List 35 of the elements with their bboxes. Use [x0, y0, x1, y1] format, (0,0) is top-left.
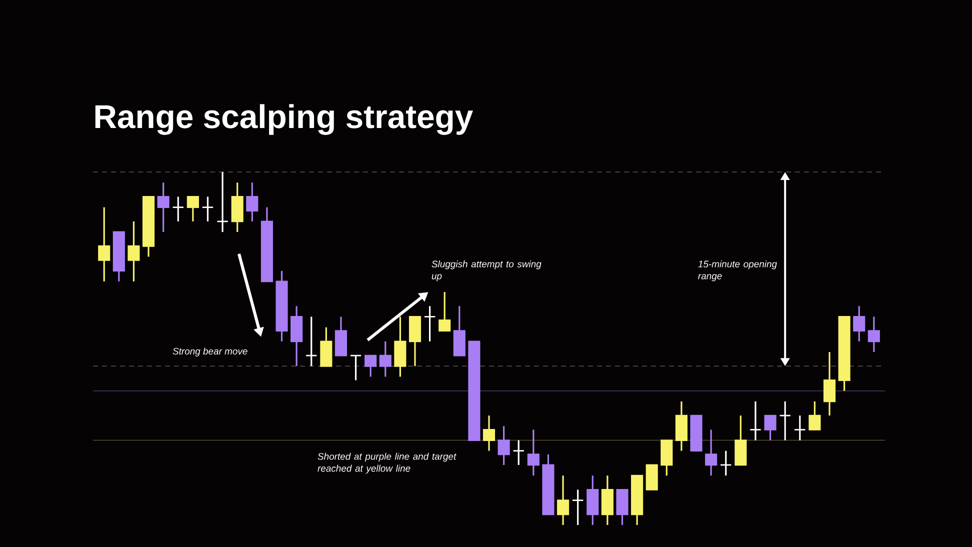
candlestick: [779, 400, 792, 442]
candlestick: [512, 439, 525, 466]
chart-title: Range scalping strategy: [95, 104, 474, 135]
candlestick: [853, 305, 866, 342]
candlestick: [350, 354, 362, 382]
candlestick: [246, 182, 258, 222]
candlestick: [764, 414, 776, 442]
candlestick: [527, 428, 540, 476]
candlestick: [823, 351, 836, 416]
candlestick: [216, 171, 229, 233]
candlestick: [572, 488, 584, 526]
annotation: Strong bear move: [172, 348, 248, 356]
candlestick: [305, 316, 318, 367]
candlestick: [482, 414, 496, 452]
candlestick: [705, 428, 718, 476]
candlestick: [794, 414, 806, 442]
candlestick: [379, 340, 392, 378]
candlestick: [498, 425, 510, 466]
candlestick: [808, 400, 821, 430]
candlestick: [202, 196, 214, 222]
annotation: Shorted at purple line and target reached at yellow line: [318, 452, 456, 474]
candlestick: [128, 220, 140, 282]
candlestick: [157, 182, 170, 233]
candlestick: [438, 291, 451, 332]
candlestick: [98, 206, 110, 282]
annotation: Sluggish attempt to swing up: [432, 260, 542, 282]
candlestick: [186, 196, 199, 222]
candlestick: [364, 354, 377, 378]
candlestick: [720, 450, 732, 476]
candlestick: [557, 474, 570, 526]
candlestick: [868, 316, 880, 353]
candlestick: [172, 196, 184, 222]
candlestick: [749, 400, 762, 442]
annotation: 15-minute opening range: [698, 260, 777, 282]
candlestick: [424, 305, 436, 342]
